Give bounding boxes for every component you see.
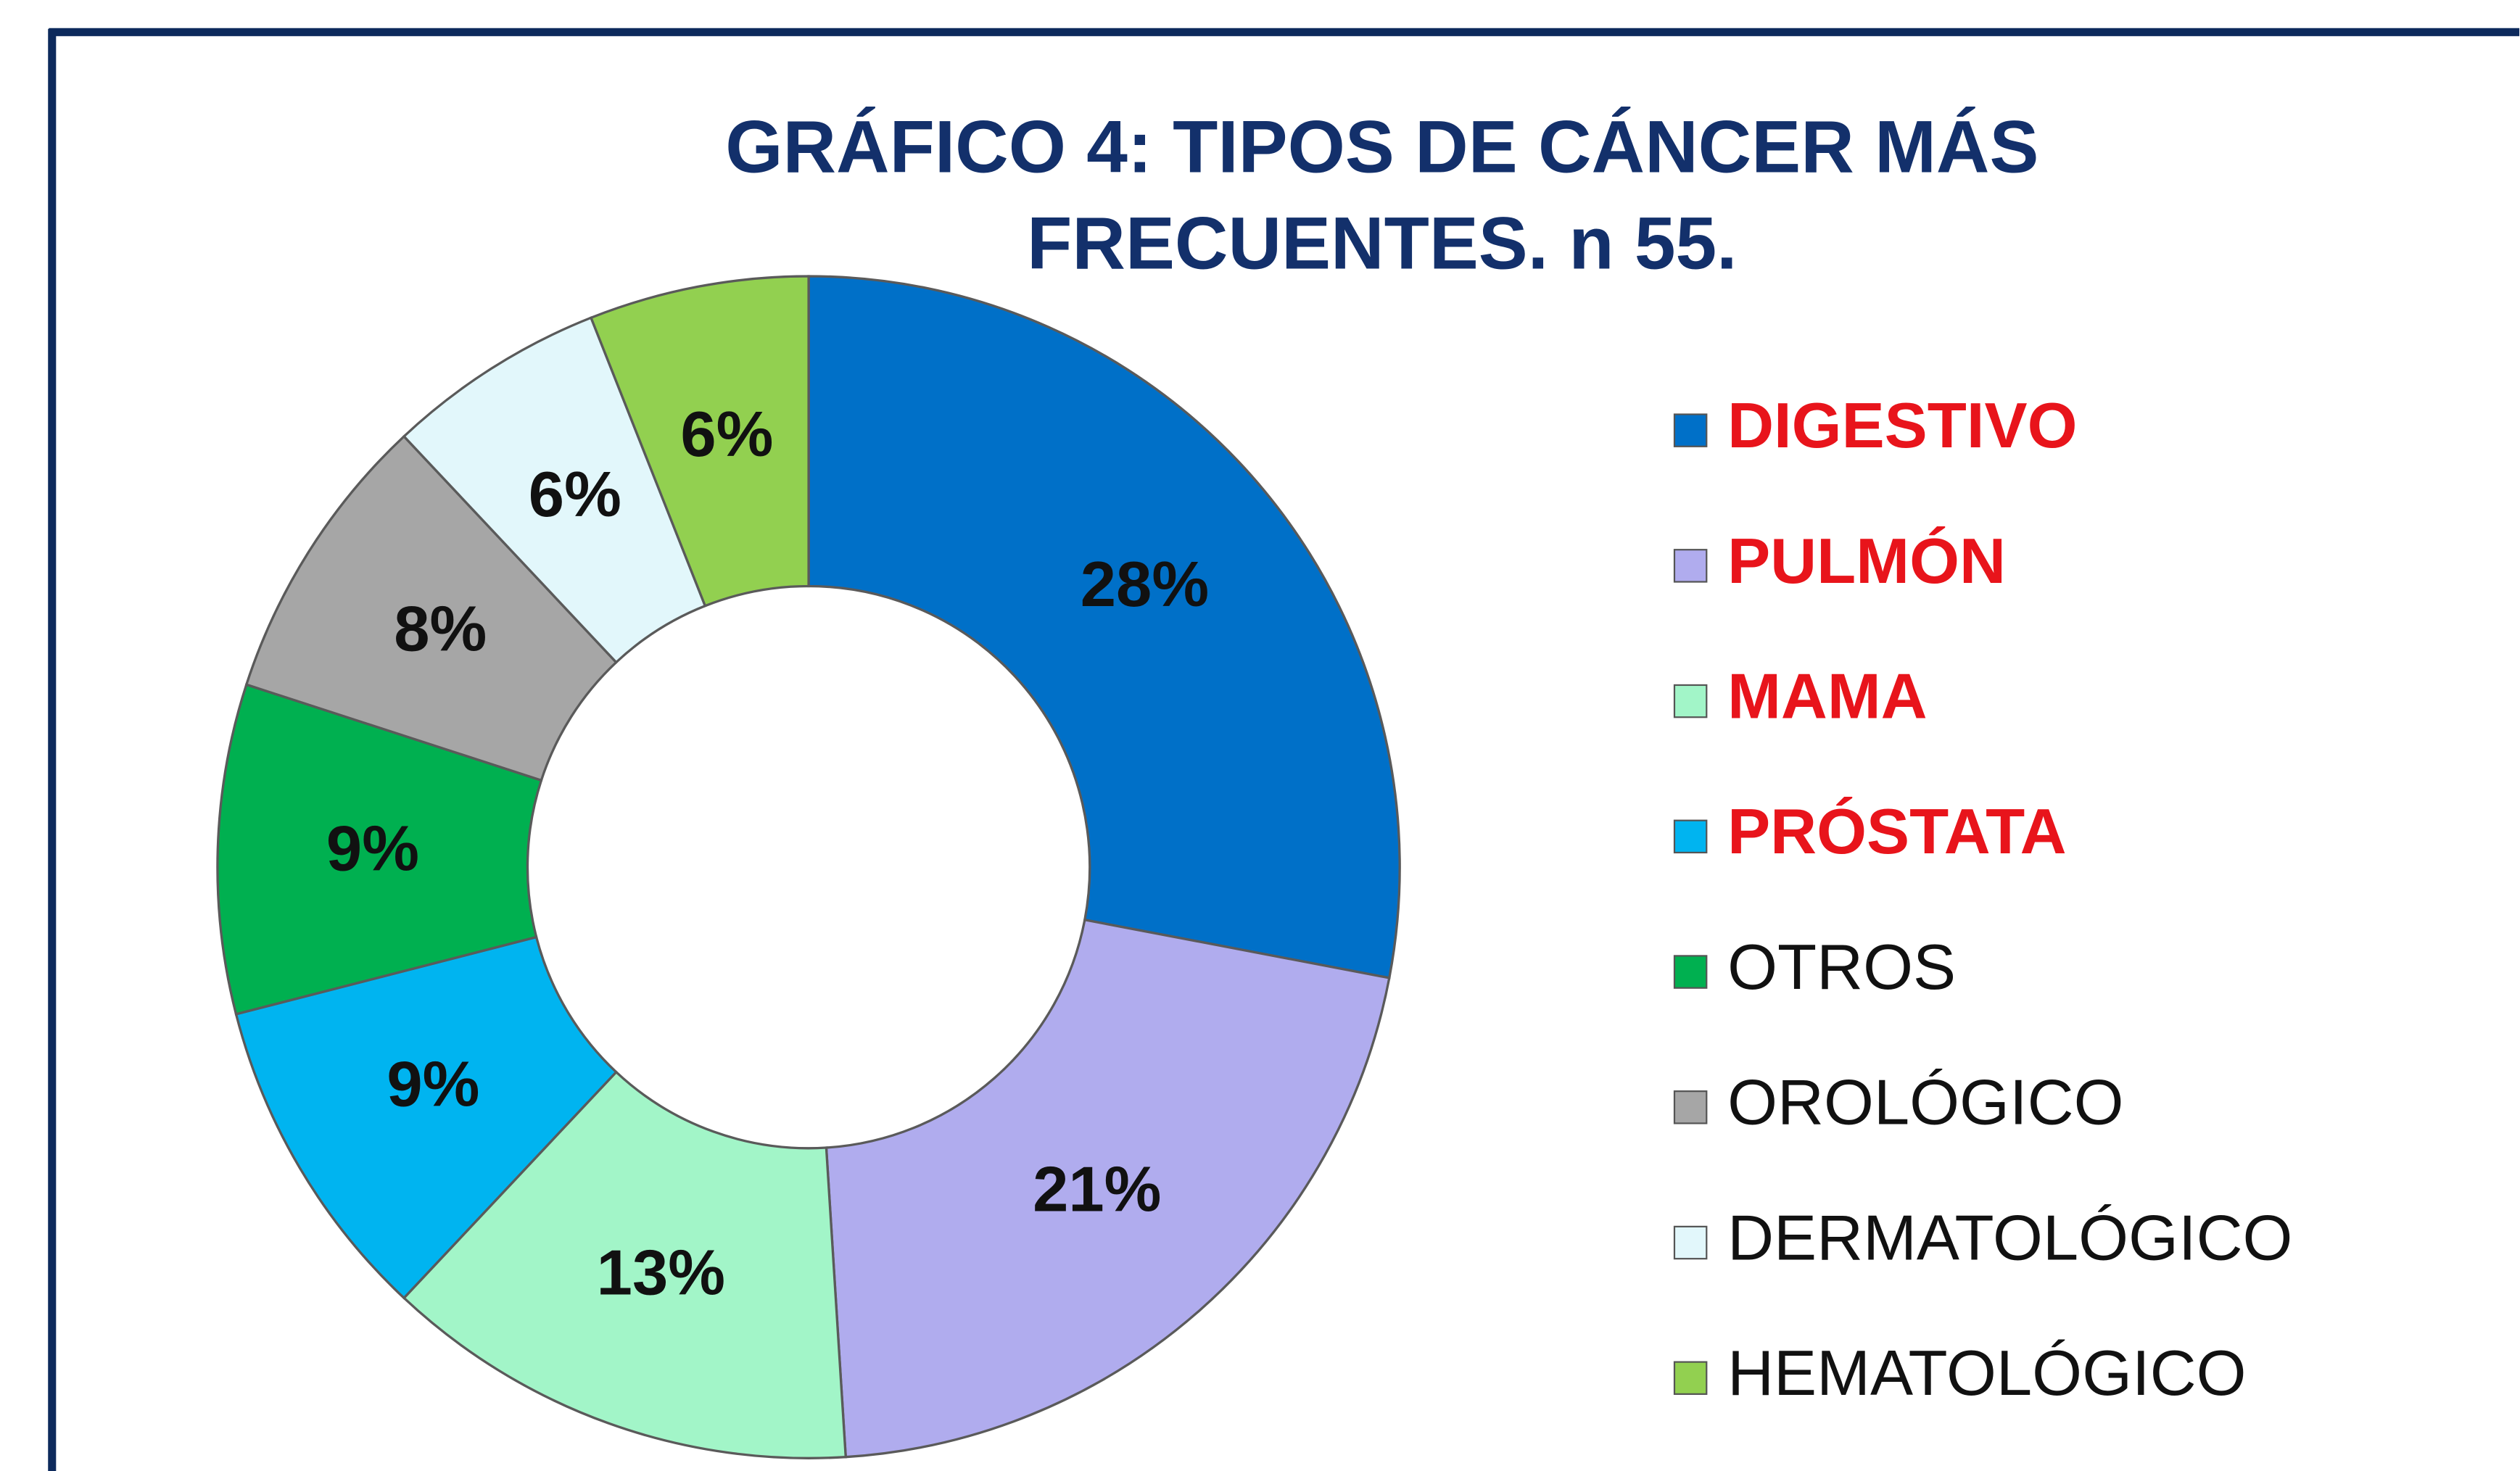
data-label: 21% [1033, 1153, 1161, 1225]
legend-label: DIGESTIVO [1727, 389, 2077, 461]
chart-title: FRECUENTES. n 55. [1027, 202, 1737, 284]
data-label: 13% [597, 1236, 725, 1308]
data-label: 9% [326, 813, 419, 884]
data-label: 6% [529, 458, 621, 530]
legend-swatch [1673, 819, 1708, 854]
slice [825, 918, 1391, 1459]
slice [234, 935, 619, 1300]
data-label: 9% [387, 1048, 479, 1120]
data-label: 28% [1081, 548, 1209, 620]
legend-label: MAMA [1727, 660, 1928, 732]
legend-swatch [1673, 549, 1708, 583]
slice [807, 275, 1401, 979]
slice [402, 1070, 848, 1459]
data-label: 6% [680, 398, 773, 470]
legend-label: HEMATOLÓGICO [1727, 1337, 2246, 1409]
legend-label: DERMATOLÓGICO [1727, 1201, 2292, 1273]
legend-swatch [1673, 1361, 1708, 1396]
legend-swatch [1673, 955, 1708, 989]
legend-label: OROLÓGICO [1727, 1066, 2123, 1138]
slice [244, 434, 619, 782]
data-label: 8% [394, 592, 487, 664]
legend-swatch [1673, 1090, 1708, 1124]
legend-swatch [1673, 413, 1708, 447]
chart-title: GRÁFICO 4: TIPOS DE CÁNCER MÁS [725, 105, 2038, 188]
legend-label: PRÓSTATA [1727, 795, 2067, 867]
legend-swatch [1673, 1225, 1708, 1260]
slice [589, 275, 810, 608]
slice [216, 683, 543, 1016]
legend-label: PULMÓN [1727, 525, 2006, 597]
legend-swatch [1673, 684, 1708, 718]
legend-label: OTROS [1727, 931, 1956, 1003]
